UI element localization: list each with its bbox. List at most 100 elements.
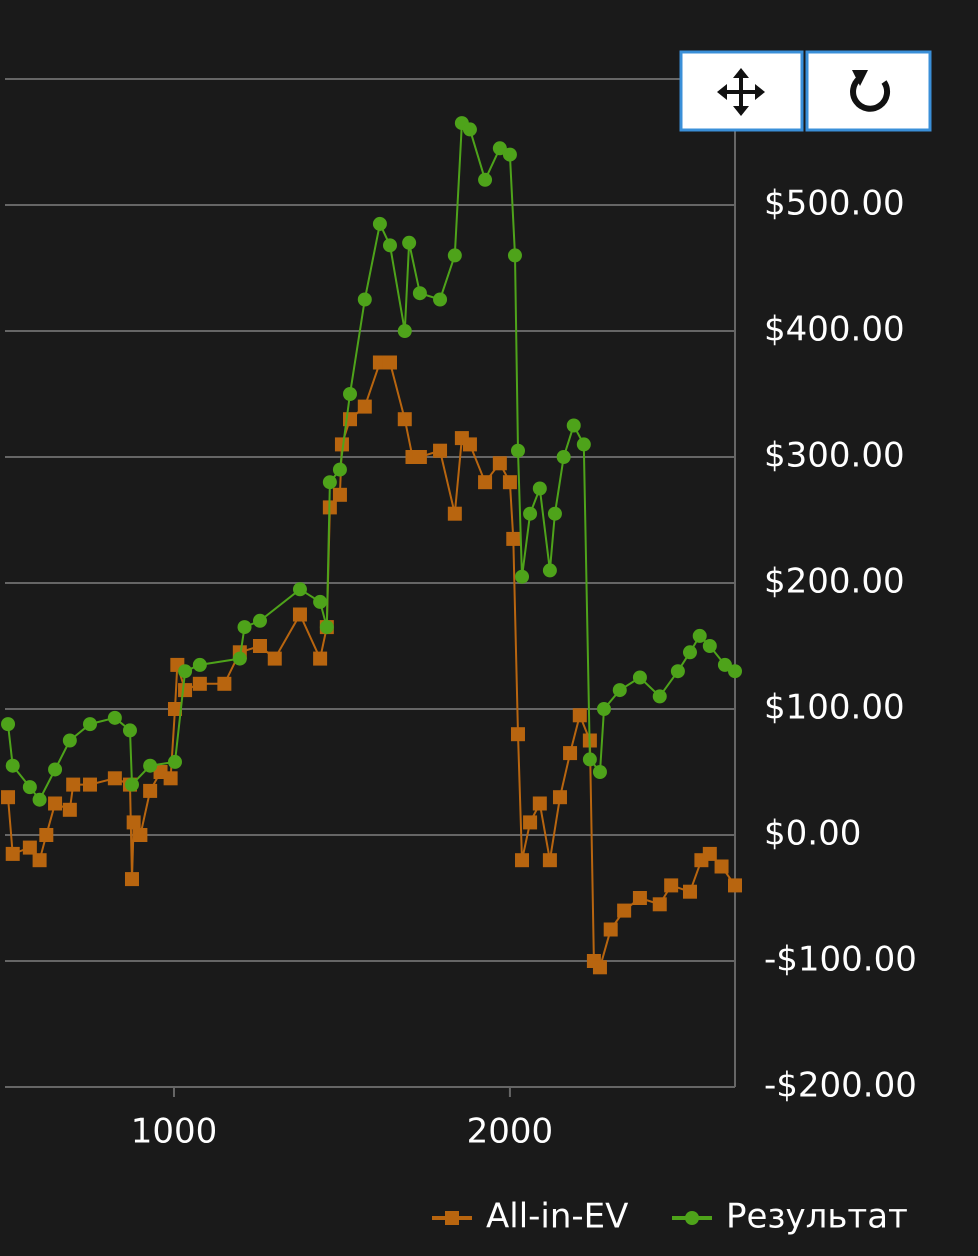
point [502, 147, 517, 162]
legend-marker [685, 1211, 699, 1225]
point [48, 796, 63, 811]
point [372, 216, 387, 231]
point [167, 702, 182, 716]
point [714, 859, 729, 874]
legend-marker [445, 1211, 459, 1225]
point [397, 412, 412, 427]
point [515, 853, 530, 868]
point [652, 689, 667, 704]
point [124, 872, 139, 887]
point [702, 846, 717, 861]
reset-button[interactable] [805, 50, 932, 132]
point [126, 815, 141, 830]
point [334, 437, 349, 452]
reset-icon [850, 70, 891, 112]
point [728, 664, 742, 679]
point [332, 462, 347, 477]
point [412, 286, 427, 301]
legend-label: All-in-EV [486, 1197, 628, 1237]
point [124, 777, 139, 792]
point [122, 723, 137, 738]
point [492, 141, 507, 156]
point [178, 664, 193, 679]
point [143, 783, 158, 798]
point [167, 754, 182, 769]
toolbar [679, 50, 932, 132]
point [632, 891, 647, 905]
point [292, 607, 307, 622]
point [143, 758, 158, 773]
pan-icon [717, 68, 765, 116]
point [510, 727, 525, 742]
point [1, 717, 16, 732]
point [507, 248, 522, 263]
point [397, 324, 412, 338]
point [39, 828, 54, 842]
series [1, 355, 742, 975]
point [478, 172, 493, 187]
point [547, 506, 562, 521]
point [612, 683, 627, 698]
point [313, 594, 328, 609]
point [596, 702, 611, 716]
point [48, 762, 63, 777]
y-tick-label: $0.00 [764, 814, 861, 854]
point [542, 853, 557, 868]
series [1, 116, 742, 807]
legend-label: Результат [726, 1197, 908, 1237]
y-tick-label: $200.00 [764, 562, 905, 602]
point [670, 664, 685, 679]
point [728, 878, 742, 893]
point [163, 771, 178, 786]
point [556, 450, 571, 464]
point [576, 437, 591, 452]
point [433, 292, 448, 307]
point [702, 639, 717, 653]
point [192, 657, 207, 672]
point [5, 846, 20, 861]
point [62, 802, 77, 817]
y-tick-label: $500.00 [764, 184, 905, 224]
point [566, 418, 581, 433]
point [447, 506, 462, 521]
point [563, 746, 578, 761]
point [478, 475, 493, 490]
y-tick-label: $400.00 [764, 310, 905, 350]
series-line [7, 121, 736, 802]
point [692, 628, 707, 643]
point [717, 657, 732, 672]
point [542, 563, 557, 578]
x-tick-label: 2000 [467, 1112, 554, 1152]
point [237, 620, 252, 635]
series-line [7, 361, 736, 970]
point [523, 815, 538, 830]
point [313, 651, 328, 666]
point [252, 613, 267, 628]
point [506, 531, 521, 546]
y-tick-label: $100.00 [764, 688, 905, 728]
point [603, 922, 618, 937]
point [22, 780, 37, 795]
point [632, 670, 647, 685]
y-tick-label: -$100.00 [764, 940, 917, 980]
point [357, 399, 372, 414]
point [22, 840, 37, 855]
point [532, 796, 547, 811]
point [66, 777, 81, 792]
point [652, 897, 667, 912]
y-tick-label: -$200.00 [764, 1066, 917, 1106]
point [217, 676, 232, 691]
point [492, 456, 507, 471]
point [107, 710, 122, 725]
point [592, 960, 607, 975]
point [357, 292, 372, 307]
point [582, 752, 597, 767]
point [332, 487, 347, 502]
point [192, 676, 207, 691]
point [532, 481, 547, 496]
point [1, 790, 16, 805]
point [382, 238, 397, 253]
point [412, 450, 427, 464]
point [343, 387, 358, 401]
